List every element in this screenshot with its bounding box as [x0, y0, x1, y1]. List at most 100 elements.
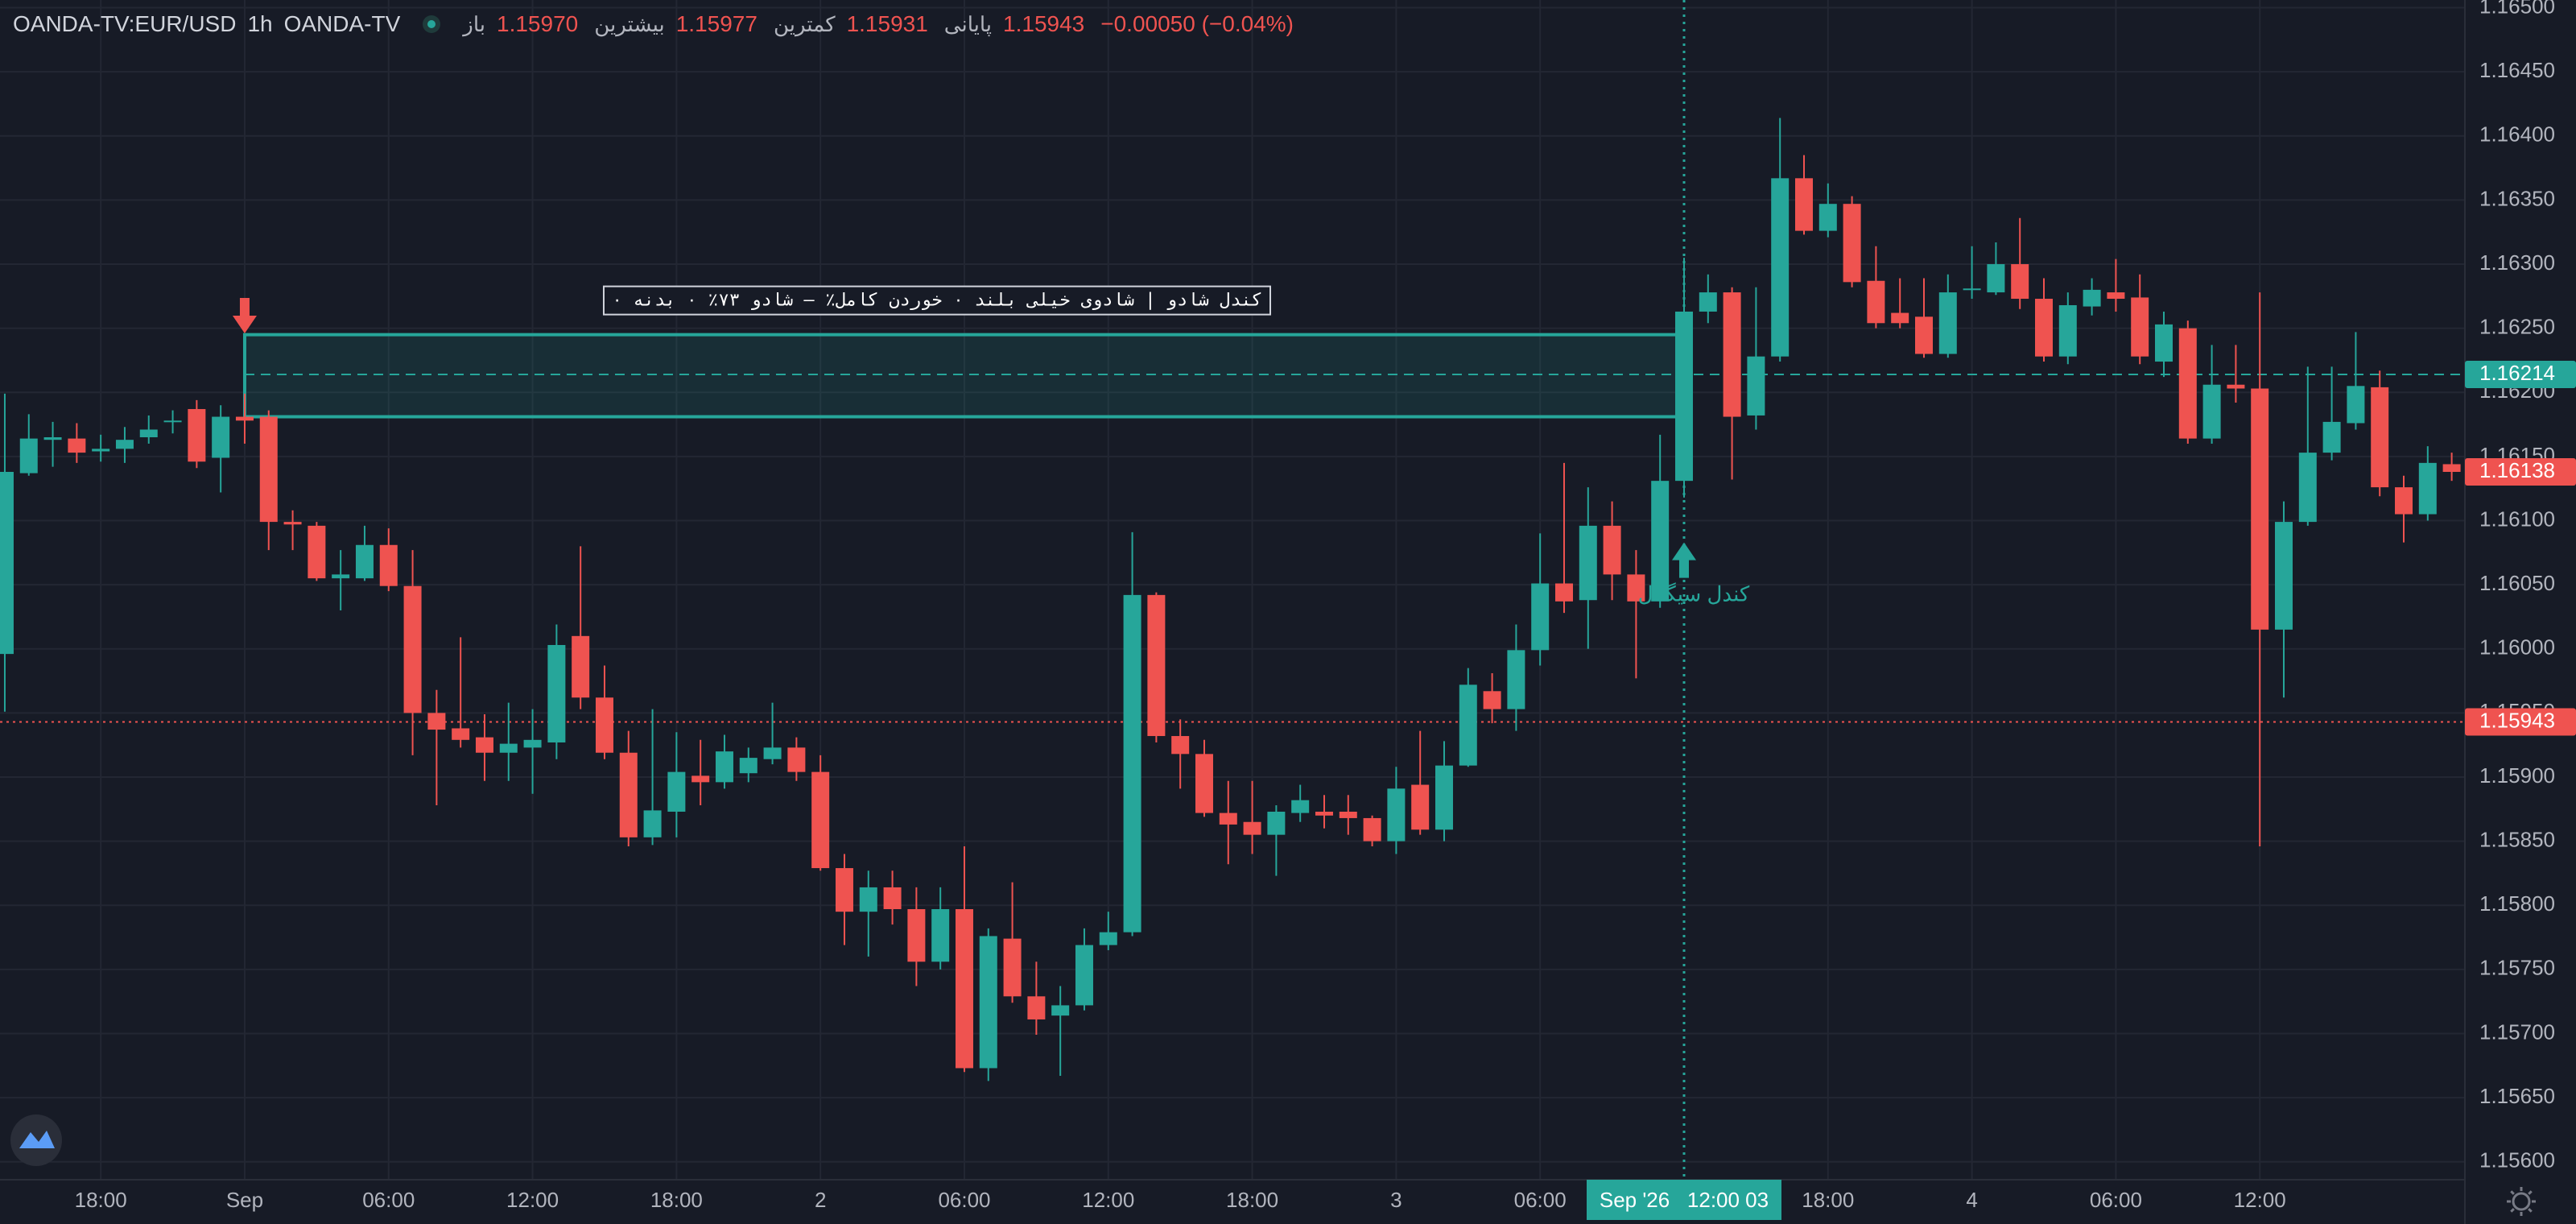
candle-body	[283, 522, 302, 525]
x-tick-label: Sep	[226, 1188, 263, 1212]
x-tick-label: 06:00	[938, 1188, 990, 1212]
x-tick-label: 18:00	[650, 1188, 703, 1212]
settings-icon-tooth	[2528, 1190, 2533, 1195]
candle-body	[355, 544, 374, 579]
ohlc-value: 1.15931	[846, 11, 928, 36]
price-tag-label: 1.16138	[2479, 458, 2555, 482]
candle-body	[1794, 178, 1813, 231]
candle-body	[379, 544, 398, 586]
candle-body	[763, 747, 782, 759]
candle-body	[1987, 264, 2005, 293]
ohlc-label: پایانی	[943, 11, 993, 36]
candle-body	[1075, 945, 1093, 1006]
candle-body	[427, 713, 446, 730]
interval[interactable]: 1h	[247, 11, 273, 36]
y-tick-label: 1.15850	[2479, 827, 2555, 851]
ohlc-label: بیشترین	[594, 11, 665, 36]
candle-body	[308, 525, 326, 579]
candle-body	[523, 739, 542, 748]
candle-body	[1291, 800, 1310, 813]
x-tick-label: 18:00	[1226, 1188, 1278, 1212]
settings-icon-tooth	[2528, 1208, 2533, 1213]
candle-body	[1363, 817, 1381, 842]
candle-body	[1627, 574, 1645, 602]
logo[interactable]	[10, 1114, 62, 1166]
candle-body	[1027, 996, 1046, 1019]
candle-body	[235, 416, 254, 421]
x-tick-label: 06:00	[2090, 1188, 2142, 1212]
x-tick-label: 18:00	[75, 1188, 127, 1212]
candle-body	[1507, 650, 1525, 709]
candle-body	[2227, 384, 2245, 389]
candle-body	[1147, 594, 1166, 737]
candle-body	[2275, 522, 2293, 630]
y-tick-label: 1.16450	[2479, 58, 2555, 82]
candle-body	[547, 644, 566, 742]
source: OANDA-TV	[283, 11, 401, 36]
candle-body	[2107, 292, 2125, 300]
candle-body	[1099, 932, 1117, 945]
candle-body	[572, 635, 590, 698]
candle-body	[739, 758, 758, 774]
change: −0.00050 (−0.04%)	[1100, 11, 1294, 36]
candle-body	[2251, 388, 2269, 630]
candle-body	[2035, 299, 2054, 357]
zone-label-box	[602, 285, 1271, 316]
ohlc-value: 1.15970	[497, 11, 579, 36]
candle-body	[1003, 938, 1022, 997]
candle-body	[1315, 811, 1333, 816]
y-tick-label: 1.15700	[2479, 1019, 2555, 1044]
candle-body	[715, 751, 733, 783]
settings-button[interactable]	[2507, 1187, 2536, 1216]
candle-body	[2298, 453, 2317, 523]
candle-body	[931, 909, 950, 962]
candle-body	[0, 472, 14, 655]
candle-body	[667, 771, 686, 812]
signal-arrow	[232, 298, 257, 334]
candle-body	[979, 936, 997, 1069]
candle-body	[403, 585, 422, 713]
ohlc-value: 1.15943	[1003, 11, 1085, 36]
symbol-legend: OANDA-TV:EUR/USD 1h OANDA-TV باز 1.15970…	[13, 11, 1298, 37]
candle-body	[2442, 464, 2461, 472]
x-tick-label: 06:00	[362, 1188, 415, 1212]
price-tag-label: 1.16214	[2479, 361, 2555, 385]
candle-body	[1339, 811, 1357, 818]
ohlc-label: باز	[463, 11, 485, 36]
y-tick-label: 1.15750	[2479, 956, 2555, 980]
candle-body	[92, 449, 110, 452]
candle-body	[1579, 525, 1597, 601]
settings-icon	[2512, 1192, 2531, 1211]
zone	[242, 333, 1686, 419]
candle-body	[2058, 304, 2077, 357]
candle-body	[1123, 594, 1141, 932]
price-tag	[2465, 708, 2576, 736]
zone-label: کندل شادو | شادوی خیلی بلند ٠ خوردن کامل…	[612, 291, 1262, 311]
price-axis	[2465, 0, 2576, 1224]
x-tick-label: 12:00	[1082, 1188, 1134, 1212]
candle-body	[1195, 754, 1213, 813]
candle-body	[811, 771, 830, 869]
y-tick-label: 1.15600	[2479, 1148, 2555, 1172]
candle-body	[907, 909, 926, 962]
candle-body	[2395, 487, 2413, 515]
y-tick-label: 1.15900	[2479, 763, 2555, 788]
candle-body	[595, 697, 613, 753]
candle-body	[619, 752, 638, 837]
crosshair-time-label: Sep '26 12:00 03	[1600, 1188, 1769, 1212]
candle-body	[2178, 328, 2197, 439]
candle-body	[955, 909, 973, 1069]
candle-body	[1267, 811, 1286, 835]
candle-body	[1723, 292, 1741, 417]
y-tick-label: 1.16000	[2479, 635, 2555, 660]
candle-body	[68, 438, 86, 453]
y-tick-label: 1.15650	[2479, 1084, 2555, 1108]
symbol[interactable]: OANDA-TV:EUR/USD	[13, 11, 237, 36]
price-tag	[2465, 360, 2576, 388]
candle-body	[1435, 765, 1453, 830]
candle-body	[1914, 316, 1933, 354]
candle-body	[1603, 525, 1621, 575]
candle-body	[332, 574, 350, 579]
